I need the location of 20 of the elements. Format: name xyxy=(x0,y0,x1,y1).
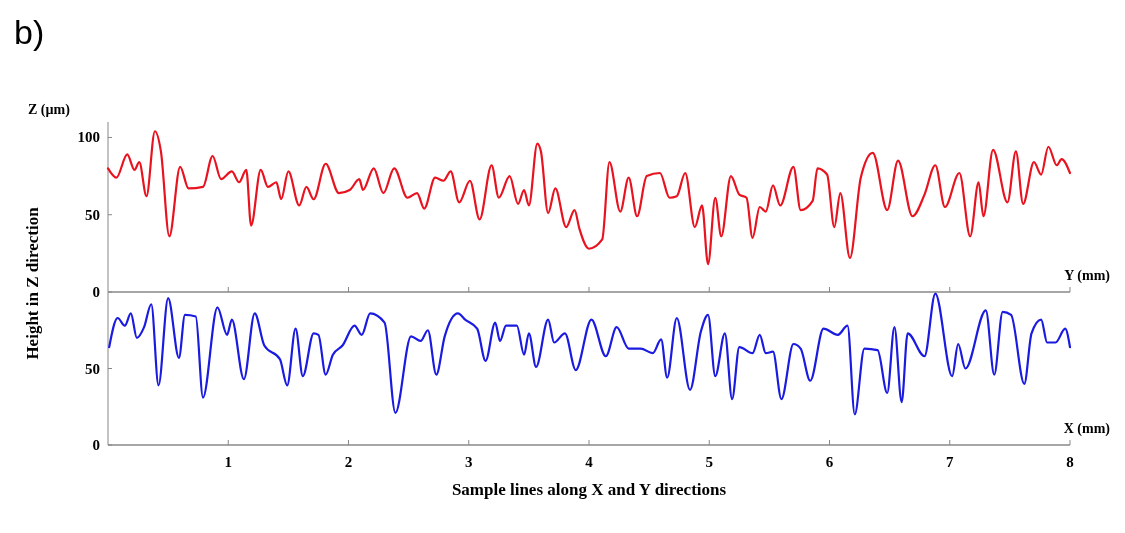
y-tick-label: 50 xyxy=(85,206,100,223)
y-tick-label: 0 xyxy=(92,437,100,453)
y-tick-label: 50 xyxy=(85,360,100,377)
x-tick-label: 7 xyxy=(946,454,954,470)
chart-title: b) xyxy=(14,13,45,51)
text: Sample lines along X and Y directions xyxy=(451,480,727,499)
y-tick-label: 100 xyxy=(77,129,100,146)
x-tick-label: 3 xyxy=(465,454,473,470)
x-axis-title: X (mm) xyxy=(1063,421,1111,437)
y-tick-label: 0 xyxy=(92,284,100,300)
x-axis-title: Y (mm) xyxy=(1064,268,1111,284)
x-tick-label: 5 xyxy=(705,454,713,470)
x-tick-label: 1 xyxy=(224,454,232,470)
line-series xyxy=(106,130,1072,266)
x-tick-label: 4 xyxy=(585,454,594,470)
y-axis-title: Z (µm) xyxy=(28,102,71,118)
x-tick-label: 2 xyxy=(344,454,353,470)
x-tick-label: 8 xyxy=(1066,454,1074,470)
y-axis-title: Height in Z direction xyxy=(23,206,42,360)
x-tick-label: 6 xyxy=(825,454,834,470)
